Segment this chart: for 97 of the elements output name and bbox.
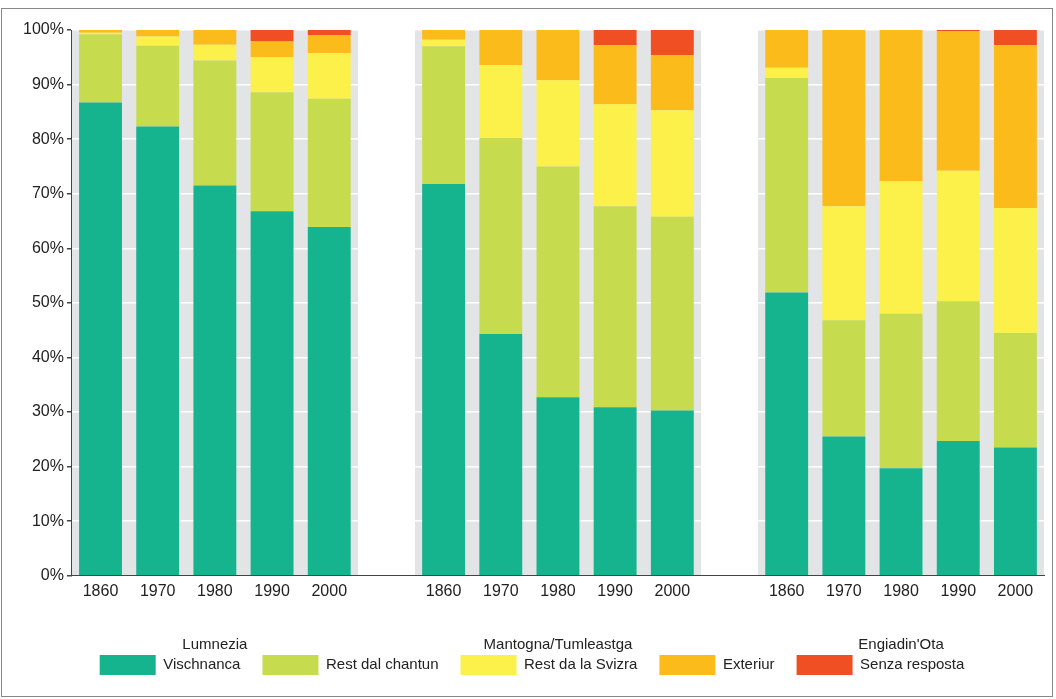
- bar: [307, 227, 351, 576]
- legend-label: Rest dal chantun: [325, 655, 439, 673]
- bar: [936, 31, 980, 171]
- bar: [593, 30, 637, 46]
- bar: [993, 332, 1037, 448]
- legend-label: Senza resposta: [860, 655, 965, 673]
- bar: [479, 334, 523, 576]
- bar: [650, 30, 694, 56]
- y-tick-label: 90%: [31, 74, 64, 92]
- bar: [650, 110, 694, 217]
- bar: [650, 55, 694, 111]
- bar: [250, 92, 294, 212]
- bar: [193, 60, 237, 186]
- bar: [536, 166, 580, 398]
- bar: [879, 468, 923, 576]
- bar: [193, 30, 237, 45]
- bar: [593, 407, 637, 576]
- bar: [422, 30, 466, 40]
- x-tick-label: 2000: [654, 581, 691, 599]
- y-tick-label: 70%: [31, 184, 64, 202]
- y-tick-label: 50%: [31, 293, 64, 311]
- x-tick-label: 2000: [311, 581, 348, 599]
- bar: [422, 39, 466, 47]
- x-tick-label: 1980: [197, 581, 233, 599]
- y-tick-label: 60%: [31, 238, 64, 256]
- x-tick-label: 1990: [254, 581, 290, 599]
- bar: [993, 447, 1037, 576]
- bar: [936, 301, 980, 441]
- bar: [822, 30, 866, 207]
- legend-label: Rest da la Svizra: [524, 655, 639, 673]
- y-tick-label: 20%: [31, 457, 64, 475]
- bar: [536, 30, 580, 81]
- bar: [650, 216, 694, 411]
- text: Engiadin'Ota: [858, 634, 945, 652]
- bar: [479, 64, 523, 139]
- x-tick-label: 1860: [82, 581, 119, 599]
- bar: [250, 41, 294, 58]
- bar: [765, 30, 809, 68]
- y-tick-label: 10%: [31, 511, 64, 529]
- bar: [593, 206, 637, 408]
- bar: [765, 292, 809, 576]
- text: Lumnezia: [182, 634, 249, 652]
- bar: [822, 320, 866, 437]
- y-tick-label: 40%: [31, 347, 64, 365]
- x-tick-label: 2000: [997, 581, 1034, 599]
- bar: [136, 45, 180, 127]
- bar: [307, 52, 351, 99]
- bar: [536, 80, 580, 167]
- bar: [479, 138, 523, 335]
- legend-label: Vischnanca: [163, 655, 242, 673]
- y-tick-label: 100%: [23, 20, 64, 38]
- bar: [879, 181, 923, 314]
- x-tick-label: 1970: [482, 581, 519, 599]
- x-tick-label: 1970: [826, 581, 862, 599]
- legend-label: Exteriur: [722, 655, 775, 673]
- bar: [250, 211, 294, 576]
- bar: [765, 78, 809, 293]
- bar: [307, 98, 351, 228]
- x-tick-label: 1980: [883, 581, 919, 599]
- y-tick-label: 30%: [31, 402, 64, 420]
- bar: [536, 397, 580, 576]
- bar: [79, 34, 122, 103]
- bar: [993, 30, 1037, 46]
- x-tick-label: 1980: [540, 581, 576, 599]
- bar: [993, 45, 1037, 208]
- bar: [250, 57, 294, 93]
- bar: [193, 44, 237, 61]
- bar: [593, 104, 637, 207]
- bar: [307, 30, 351, 35]
- x-tick-label: 1990: [597, 581, 634, 599]
- bar: [993, 207, 1037, 333]
- bar: [765, 67, 809, 79]
- bar: [822, 436, 866, 576]
- bar: [936, 170, 980, 302]
- bar: [936, 440, 980, 576]
- bar: [307, 34, 351, 53]
- bar: [650, 410, 694, 576]
- bar: [879, 30, 923, 182]
- x-tick-label: 1860: [768, 581, 805, 599]
- bar: [479, 30, 523, 65]
- bar: [79, 102, 122, 576]
- bar: [879, 313, 923, 469]
- x-tick-label: 1860: [425, 581, 462, 599]
- text: Mantogna/Tumleastga: [483, 634, 633, 652]
- y-tick-label: 80%: [31, 129, 64, 147]
- bar: [250, 30, 294, 42]
- bar: [422, 46, 466, 184]
- bar: [136, 126, 180, 576]
- bar: [822, 206, 866, 321]
- x-tick-label: 1990: [940, 581, 977, 599]
- bar: [136, 36, 180, 46]
- x-tick-label: 1970: [139, 581, 176, 599]
- bar: [593, 45, 637, 105]
- y-tick-label: 0%: [40, 566, 64, 584]
- bar: [136, 30, 180, 37]
- bar: [193, 185, 237, 576]
- bar: [422, 183, 466, 576]
